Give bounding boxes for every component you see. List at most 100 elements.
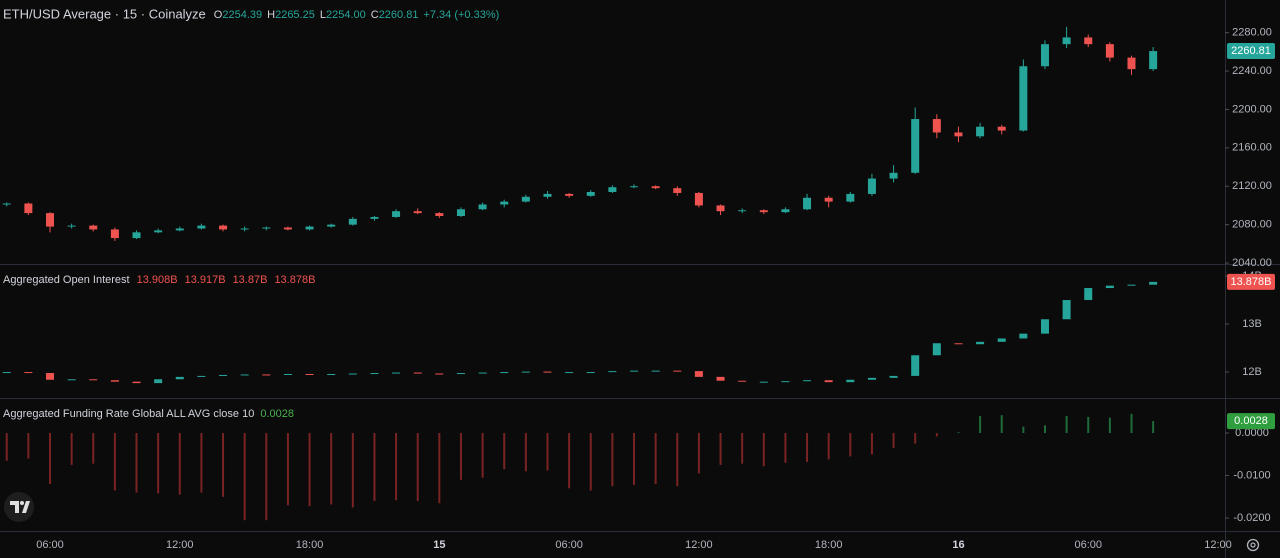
candle-body bbox=[413, 372, 422, 374]
candle-body bbox=[435, 373, 444, 375]
candle-body bbox=[219, 374, 228, 376]
funding-bar bbox=[92, 433, 95, 464]
candle-body bbox=[305, 226, 314, 230]
funding-bar bbox=[416, 433, 419, 502]
legend-value: 13.917B bbox=[185, 274, 226, 286]
candle-body bbox=[976, 126, 985, 137]
last-value-label: 0.0028 bbox=[1234, 415, 1268, 427]
candle-body bbox=[694, 192, 703, 206]
candle-body bbox=[651, 370, 660, 372]
candle-body bbox=[283, 227, 292, 230]
last-value-label: 13.878B bbox=[1231, 276, 1272, 288]
y-tick-label: 2280.00 bbox=[1232, 27, 1272, 39]
candle-body bbox=[586, 372, 595, 374]
candle-body bbox=[2, 372, 11, 374]
funding-bar bbox=[633, 433, 636, 485]
candle-body bbox=[240, 374, 249, 376]
funding-bar bbox=[1130, 413, 1133, 434]
candle-body bbox=[867, 178, 876, 194]
funding-bar bbox=[1022, 426, 1025, 434]
candle-body bbox=[197, 225, 206, 229]
candle-body bbox=[456, 373, 465, 375]
candle-body bbox=[673, 370, 682, 372]
candle-body bbox=[738, 380, 747, 382]
candle-body bbox=[521, 196, 530, 202]
candle-body bbox=[24, 372, 33, 374]
funding-bar bbox=[243, 433, 246, 521]
candle-body bbox=[846, 379, 855, 383]
candle-body bbox=[1105, 44, 1114, 58]
candle-body bbox=[327, 373, 336, 375]
candle-body bbox=[911, 119, 920, 173]
funding-bar bbox=[1043, 425, 1046, 434]
candle-body bbox=[824, 197, 833, 202]
candle-body bbox=[543, 193, 552, 197]
candle-body bbox=[630, 186, 639, 188]
funding-bar bbox=[178, 433, 181, 495]
y-tick-label: -0.0100 bbox=[1233, 469, 1270, 481]
x-tick-label: 06:00 bbox=[555, 539, 583, 551]
funding-bar bbox=[1152, 421, 1155, 434]
candle-body bbox=[262, 374, 271, 376]
candle-body bbox=[651, 186, 660, 189]
funding-bar bbox=[979, 416, 982, 434]
candle-body bbox=[932, 119, 941, 133]
settings-icon[interactable] bbox=[1246, 538, 1260, 552]
candle-body bbox=[932, 343, 941, 356]
tradingview-logo[interactable] bbox=[4, 492, 34, 522]
candle-body bbox=[1105, 285, 1114, 289]
candle-body bbox=[305, 373, 314, 375]
candle-body bbox=[283, 373, 292, 375]
candle-body bbox=[781, 381, 790, 383]
candle-body bbox=[67, 379, 76, 381]
candle-body bbox=[521, 371, 530, 373]
funding-bar bbox=[957, 432, 960, 434]
candle-body bbox=[154, 379, 163, 384]
y-tick-label: 2160.00 bbox=[1232, 142, 1272, 154]
funding-bar bbox=[784, 433, 787, 463]
candle-body bbox=[46, 373, 54, 380]
funding-bar bbox=[459, 433, 462, 480]
candle-body bbox=[846, 193, 855, 202]
x-tick-label: 12:00 bbox=[166, 539, 194, 551]
candle-body bbox=[24, 203, 33, 214]
legend-value: 2265.25 bbox=[275, 9, 315, 21]
funding-bar bbox=[654, 433, 657, 485]
funding-bar bbox=[200, 433, 203, 493]
y-tick-label: 13B bbox=[1242, 318, 1262, 330]
candle-body bbox=[219, 225, 228, 230]
candle-body bbox=[110, 380, 119, 382]
funding-bar bbox=[157, 433, 160, 494]
funding-bar bbox=[1108, 417, 1111, 434]
funding-bar bbox=[351, 433, 354, 508]
x-tick-label: 12:00 bbox=[1204, 539, 1232, 551]
candle-body bbox=[630, 370, 639, 372]
funding-bar bbox=[892, 433, 895, 448]
candle-body bbox=[1084, 288, 1093, 301]
candle-body bbox=[997, 126, 1006, 131]
legend-value: L bbox=[320, 9, 326, 21]
candle-body bbox=[89, 379, 98, 381]
legend-value: 13.878B bbox=[274, 274, 315, 286]
candle-body bbox=[197, 375, 206, 377]
funding-bar bbox=[524, 433, 527, 472]
candle-body bbox=[997, 338, 1006, 342]
candle-body bbox=[67, 225, 76, 227]
legend-value: 13.87B bbox=[233, 274, 268, 286]
candle-body bbox=[435, 213, 444, 216]
candle-body bbox=[500, 201, 509, 205]
x-tick-label: 18:00 bbox=[296, 539, 324, 551]
y-tick-label: 2240.00 bbox=[1232, 65, 1272, 77]
candle-body bbox=[889, 375, 898, 378]
candle-body bbox=[954, 343, 963, 345]
candle-body bbox=[348, 373, 357, 375]
x-tick-label: 12:00 bbox=[685, 539, 713, 551]
funding-bar bbox=[222, 433, 225, 497]
candle-body bbox=[370, 373, 379, 375]
x-tick-label: 06:00 bbox=[36, 539, 64, 551]
candle-body bbox=[1062, 37, 1071, 45]
candle-body bbox=[759, 210, 768, 213]
legend-value: C bbox=[371, 9, 379, 21]
candle-body bbox=[1127, 284, 1136, 286]
candle-body bbox=[867, 377, 876, 380]
